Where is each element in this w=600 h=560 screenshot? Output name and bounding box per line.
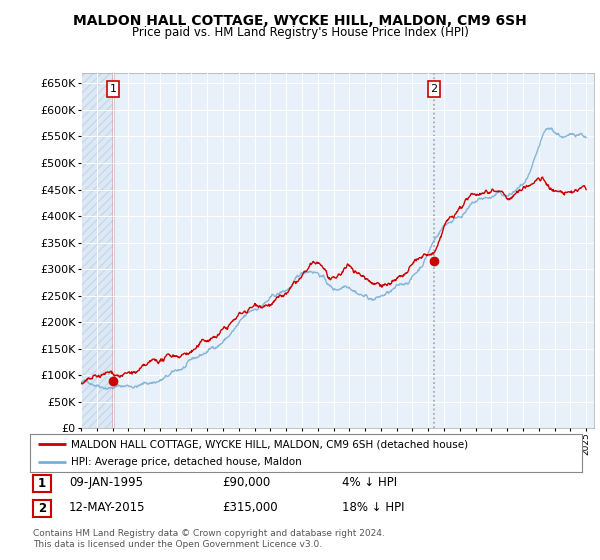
Text: Contains HM Land Registry data © Crown copyright and database right 2024.
This d: Contains HM Land Registry data © Crown c… <box>33 529 385 549</box>
Bar <box>81 73 113 428</box>
Text: 1: 1 <box>38 477 46 490</box>
Text: 2: 2 <box>431 84 437 94</box>
Text: 18% ↓ HPI: 18% ↓ HPI <box>342 501 404 515</box>
Text: £90,000: £90,000 <box>222 476 270 489</box>
Text: 12-MAY-2015: 12-MAY-2015 <box>69 501 146 515</box>
Text: Price paid vs. HM Land Registry's House Price Index (HPI): Price paid vs. HM Land Registry's House … <box>131 26 469 39</box>
Text: MALDON HALL COTTAGE, WYCKE HILL, MALDON, CM9 6SH (detached house): MALDON HALL COTTAGE, WYCKE HILL, MALDON,… <box>71 439 469 449</box>
Text: 1: 1 <box>110 84 116 94</box>
Text: 4% ↓ HPI: 4% ↓ HPI <box>342 476 397 489</box>
Text: HPI: Average price, detached house, Maldon: HPI: Average price, detached house, Mald… <box>71 457 302 467</box>
Text: 09-JAN-1995: 09-JAN-1995 <box>69 476 143 489</box>
Text: 2: 2 <box>38 502 46 515</box>
Text: MALDON HALL COTTAGE, WYCKE HILL, MALDON, CM9 6SH: MALDON HALL COTTAGE, WYCKE HILL, MALDON,… <box>73 14 527 28</box>
Text: £315,000: £315,000 <box>222 501 278 515</box>
